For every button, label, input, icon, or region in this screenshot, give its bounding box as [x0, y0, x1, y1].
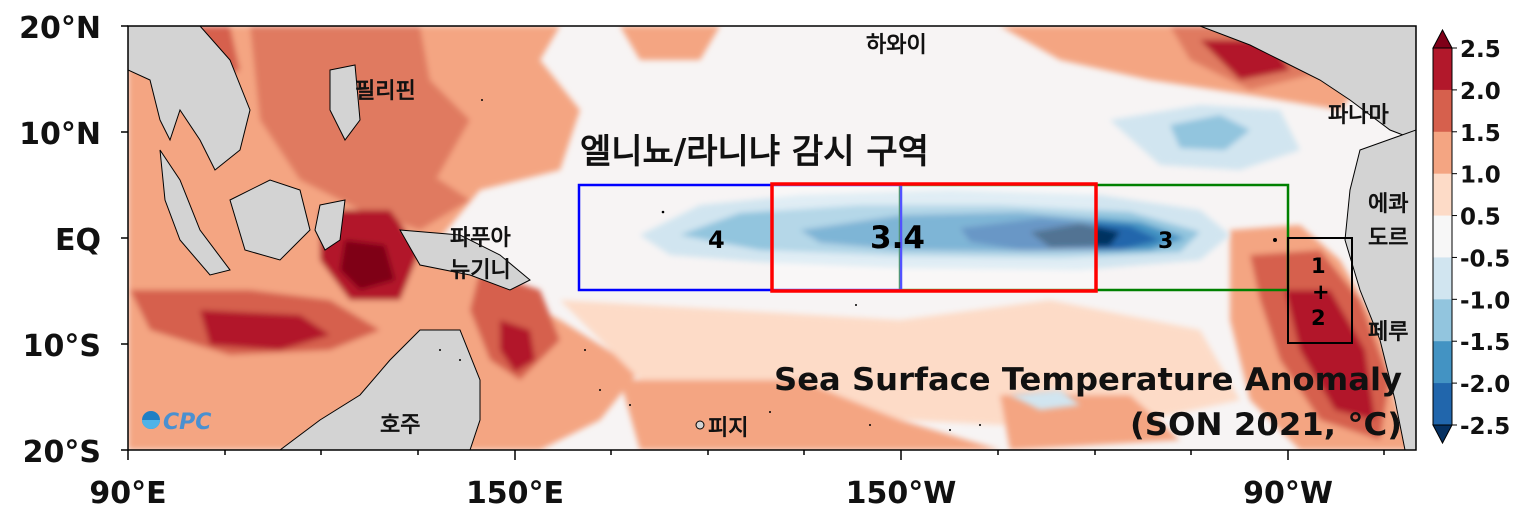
land-sumatra	[159, 149, 231, 276]
cpc-logo: CPC	[142, 410, 211, 435]
region-labels: 4 3.4 3 1 + 2	[708, 220, 1330, 330]
land-central-america	[1199, 26, 1416, 141]
y-tick-label: 10°S	[23, 329, 101, 364]
land-sulawesi	[314, 199, 346, 251]
nino12-label-plus: +	[1312, 280, 1330, 304]
nino4-label: 4	[708, 226, 725, 254]
y-tick-label: 10°N	[19, 117, 101, 152]
nino34-label: 3.4	[870, 220, 925, 256]
colorbar-swatch	[1433, 48, 1452, 91]
colorbar-tick-label: -1.5	[1460, 330, 1510, 356]
logo-text: CPC	[163, 410, 211, 435]
warm-anomaly-shading	[128, 26, 1416, 450]
label-australia: 호주	[380, 413, 420, 438]
caption-line-2: (SON 2021, °C)	[1130, 407, 1402, 443]
colorbar-tick-label: 2.5	[1460, 37, 1501, 63]
land-philippines	[329, 64, 361, 141]
land-australia	[279, 329, 481, 450]
colorbar-swatch	[1433, 257, 1452, 300]
x-tick-label: 90°W	[1243, 476, 1333, 511]
nino3-label: 3	[1158, 229, 1173, 254]
colorbar-swatch	[1433, 215, 1452, 258]
place-labels: 필리핀 하와이 파나마 파푸아 뉴기니 에콰 도르 페루 호주 피지	[355, 33, 1408, 441]
colorbar-extend-min	[1432, 424, 1453, 445]
colorbar: 2.5 2.0 1.5 1.0 0.5 -0.5 -1.0 -1.5 -2.0 -2.5	[1432, 28, 1510, 445]
label-papua-1: 파푸아	[450, 226, 511, 251]
nino4-box	[577, 183, 903, 292]
colorbar-tick-label: 1.5	[1460, 121, 1501, 147]
label-ecuador-2: 도르	[1368, 226, 1408, 251]
nino12-box	[1287, 237, 1353, 344]
colorbar-swatch	[1433, 173, 1452, 217]
map-title: 엘니뇨/라니냐 감시 구역	[580, 132, 929, 172]
nino-regions	[577, 182, 1353, 344]
land-indochina	[128, 26, 251, 171]
colorbar-tick-label: 0.5	[1460, 205, 1501, 231]
colorbar-tick-label: -0.5	[1460, 246, 1510, 272]
land-new-guinea	[399, 229, 531, 291]
nino34-box	[770, 182, 1098, 293]
label-papua-2: 뉴기니	[450, 258, 511, 283]
y-tick-label: 20°S	[23, 435, 101, 470]
x-tick-label: 90°E	[89, 476, 166, 511]
nino12-label-1: 1	[1311, 254, 1326, 278]
colorbar-swatch	[1433, 89, 1452, 133]
label-philippines: 필리핀	[355, 79, 416, 104]
colorbar-swatch	[1433, 383, 1452, 426]
y-axis-labels: 20°N 10°N EQ 10°S 20°S	[19, 11, 101, 470]
label-hawaii: 하와이	[866, 33, 927, 58]
x-axis-labels: 90°E 150°E 150°W 90°W	[89, 476, 1333, 511]
label-peru: 페루	[1368, 320, 1408, 345]
colorbar-tick-label: 1.0	[1460, 163, 1501, 189]
caption-line-1: Sea Surface Temperature Anomaly	[774, 362, 1402, 398]
nino12-label-2: 2	[1311, 306, 1326, 330]
land-borneo	[229, 179, 311, 261]
label-fiji: 피지	[708, 416, 748, 441]
island-dots	[439, 99, 1277, 431]
colorbar-tick-label: -1.0	[1460, 288, 1510, 314]
land-masses	[128, 26, 1416, 450]
land-south-america	[1344, 129, 1416, 450]
colorbar-tick-label: 2.0	[1460, 79, 1501, 105]
y-tick-label: 20°N	[19, 11, 101, 46]
y-tick-label: EQ	[55, 223, 101, 258]
axis-ticks	[121, 25, 1385, 460]
colorbar-extend-max	[1432, 28, 1453, 49]
colorbar-tick-label: -2.5	[1460, 414, 1510, 440]
colorbar-swatch	[1433, 341, 1452, 384]
cool-anomaly-shading	[640, 105, 1300, 410]
label-ecuador-1: 에콰	[1368, 192, 1408, 217]
colorbar-frame	[1432, 47, 1453, 426]
colorbar-tick-label: -2.0	[1460, 372, 1510, 398]
x-tick-label: 150°W	[846, 476, 957, 511]
x-tick-label: 150°E	[466, 476, 564, 511]
colorbar-swatch	[1433, 131, 1452, 175]
label-panama: 파나마	[1328, 103, 1389, 128]
colorbar-swatch	[1433, 299, 1452, 342]
map-field: 4 3.4 3 1 + 2 필리핀 하와이 파나마 파푸아 뉴기니 에콰 도르 …	[128, 26, 1416, 450]
